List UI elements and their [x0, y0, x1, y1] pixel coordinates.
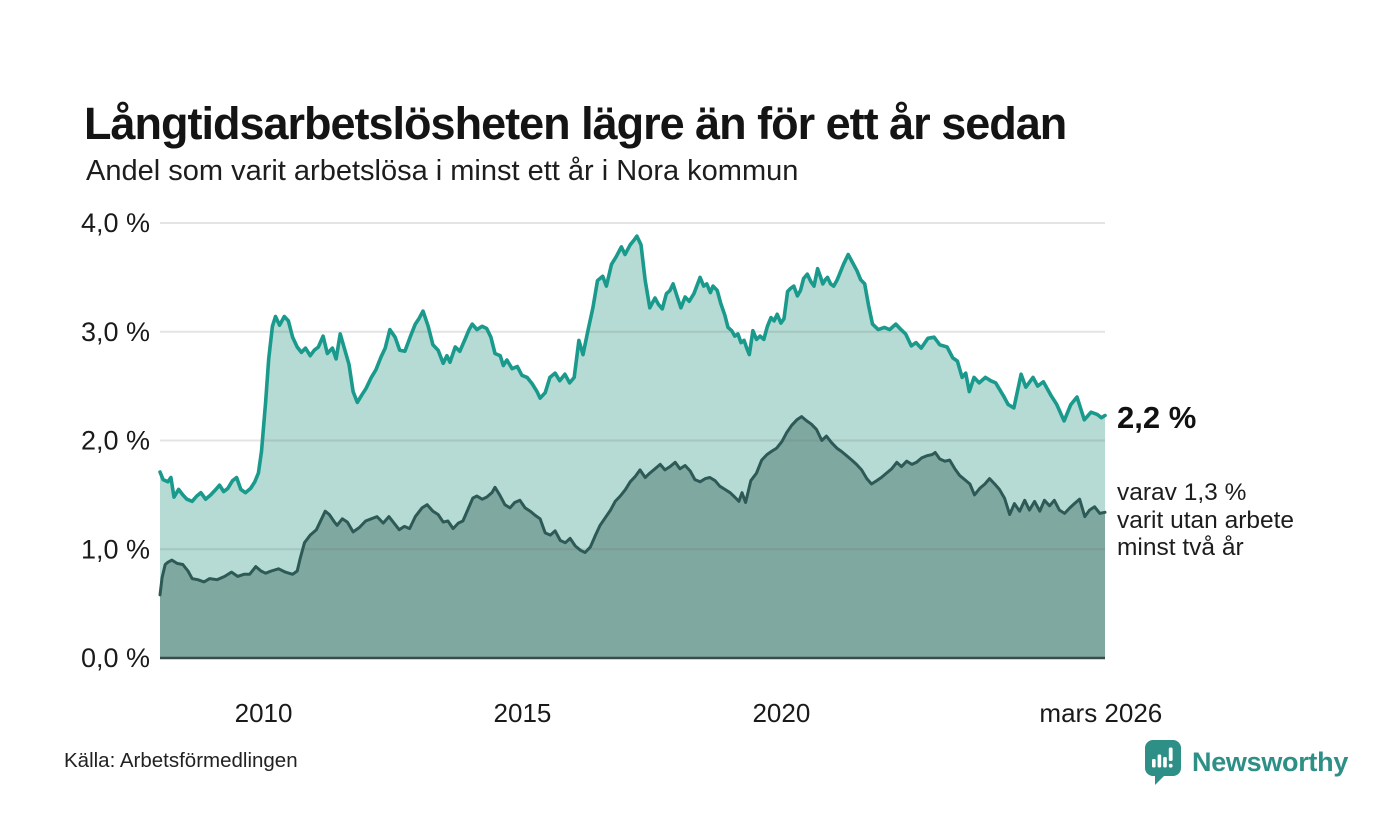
- series-1-line: [158, 234, 1107, 504]
- y-tick-label-2: 2,0 %: [81, 426, 150, 456]
- x-tick-label-2010: 2010: [235, 698, 293, 728]
- latest-value-annotation: 2,2 %: [1117, 400, 1197, 435]
- secondary-annotation-line1: varav 1,3 %: [1117, 479, 1247, 506]
- secondary-annotation-line2: varit utan arbete: [1117, 506, 1295, 534]
- x-tick-label-mars-2026: mars 2026: [1039, 698, 1162, 728]
- x-tick-label-2015: 2015: [494, 698, 552, 728]
- newsworthy-bubble-chart-icon: [1145, 740, 1181, 785]
- brand-wordmark: Newsworthy: [1192, 746, 1349, 777]
- secondary-value-annotation: varav 1,3 % varit utan arbete minst två …: [1117, 479, 1294, 562]
- y-tick-label-4: 4,0 %: [81, 208, 150, 238]
- series-2-line: [158, 415, 1107, 597]
- source-caption: Källa: Arbetsförmedlingen: [64, 749, 298, 772]
- page-title: Långtidsarbetslösheten lägre än för ett …: [84, 98, 1067, 150]
- brand-logo: Newsworthy: [1143, 738, 1348, 786]
- page-subtitle: Andel som varit arbetslösa i minst ett å…: [86, 155, 799, 187]
- x-tick-label-2020: 2020: [752, 698, 810, 728]
- series-2-area: [160, 416, 1105, 658]
- secondary-annotation-line3: minst två år: [1117, 534, 1244, 561]
- y-tick-label-1: 1,0 %: [81, 534, 150, 564]
- y-tick-label-0: 0,0 %: [81, 643, 150, 673]
- y-tick-label-3: 3,0 %: [81, 317, 150, 347]
